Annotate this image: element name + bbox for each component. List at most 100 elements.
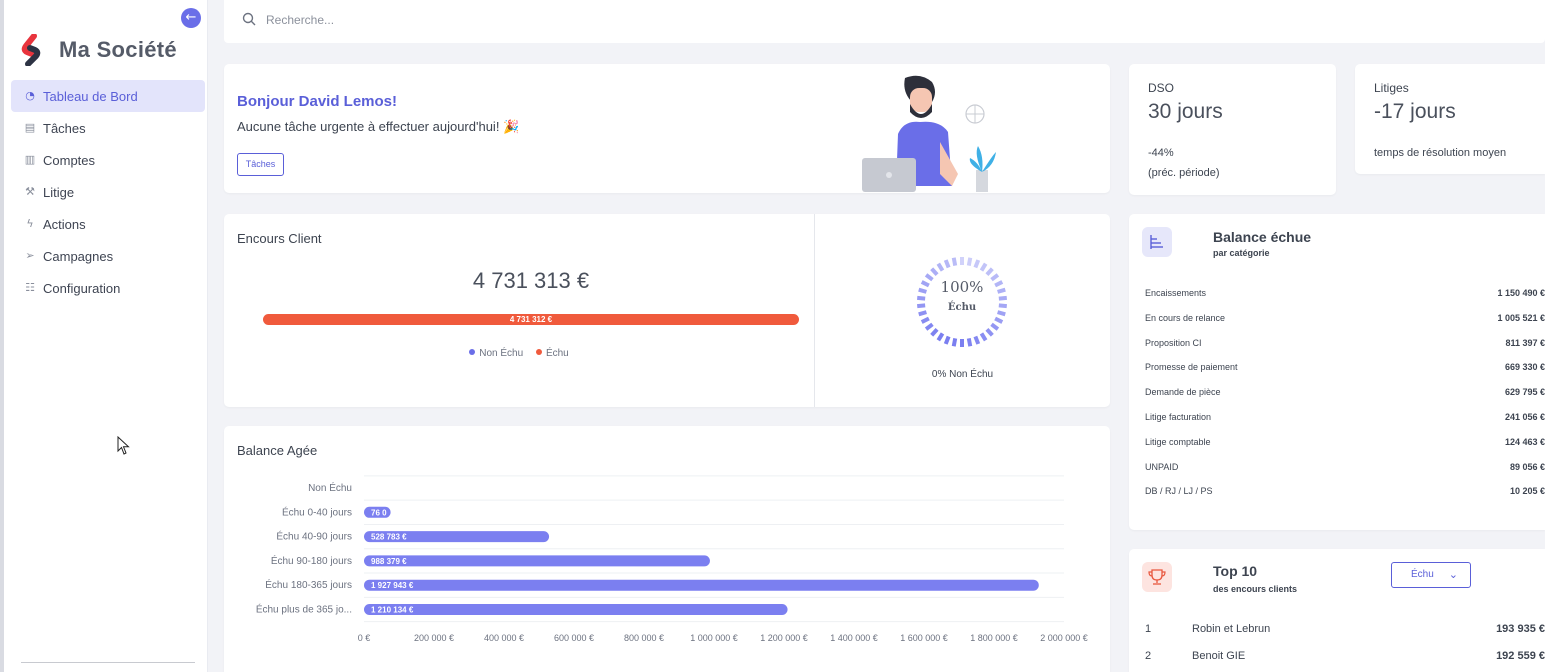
category-row: UNPAID 89 056 €	[1145, 462, 1545, 476]
sidebar-item-tableau-de-bord[interactable]: ◔ Tableau de Bord	[11, 80, 205, 112]
calendar-icon: ▤	[24, 121, 36, 134]
sidebar-item-configuration[interactable]: ☷ Configuration	[11, 272, 205, 304]
amount: 192 559 €	[1496, 650, 1545, 662]
sidebar-item-label: Actions	[43, 216, 86, 232]
category-value: 124 463 €	[1504, 436, 1545, 447]
card-title: Encours Client	[237, 231, 322, 246]
legend-label: Échu	[545, 348, 569, 359]
sidebar: ← Ma Société ◔ Tableau de Bord ▤ Tâches …	[0, 0, 208, 672]
gauge-segment	[951, 257, 958, 266]
gauge-segment	[920, 280, 930, 288]
gauge-segment	[998, 295, 1007, 301]
category-value: 10 205 €	[1509, 486, 1545, 497]
welcome-card: Bonjour David Lemos! Aucune tâche urgent…	[224, 64, 1110, 193]
hammer-icon: ⚒	[25, 185, 35, 198]
gauge-segment	[998, 303, 1007, 309]
kpi-label: DSO	[1148, 81, 1175, 95]
sidebar-item-litige[interactable]: ⚒ Litige	[11, 176, 205, 208]
gauge-segment	[936, 332, 945, 342]
trophy-icon-box	[1142, 562, 1172, 592]
lightning-icon: ϟ	[26, 217, 34, 230]
kpi-change: -44%	[1148, 147, 1174, 159]
category-row: Demande de pièce 629 795 €	[1145, 387, 1545, 401]
gauge-segment	[951, 338, 958, 347]
gauge-segment	[973, 335, 981, 345]
gauge-segment	[930, 267, 939, 277]
sidebar-item-comptes[interactable]: ▥ Comptes	[11, 144, 205, 176]
sidebar-item-taches[interactable]: ▤ Tâches	[11, 112, 205, 144]
sidebar-item-campagnes[interactable]: ➢ Campagnes	[11, 240, 205, 272]
y-category-label: Échu 90-180 jours	[271, 554, 352, 567]
category-row: Promesse de paiement 669 330 €	[1145, 362, 1545, 376]
gauge-segment	[924, 322, 934, 331]
list-tree-icon	[1150, 235, 1163, 249]
gauge-label: Échu	[947, 302, 977, 313]
category-row: DB / RJ / LJ / PS 10 205 €	[1145, 486, 1545, 500]
balance-agee-chart: 0 € 200 000 € 400 000 € 600 000 € 800 000 € 1…	[256, 475, 1088, 643]
gauge-segment	[924, 273, 934, 282]
category-label: UNPAID	[1145, 461, 1179, 472]
legend-dot	[469, 349, 476, 355]
search-icon	[242, 12, 256, 26]
category-label: Encaissements	[1145, 288, 1207, 298]
category-label: Litige facturation	[1145, 412, 1212, 422]
encours-legend: Non Échu Échu	[224, 348, 814, 359]
category-value: 241 056 €	[1504, 412, 1545, 422]
collapse-sidebar-button[interactable]: ←	[181, 8, 201, 28]
y-category-label: Échu 0-40 jours	[282, 505, 352, 518]
gauge-segment	[979, 262, 988, 272]
gauge-segment	[943, 335, 951, 345]
sliders-icon: ☷	[25, 281, 35, 294]
chart-icon: ▥	[24, 153, 36, 166]
gauge-segment	[990, 322, 1000, 331]
bar[interactable]	[364, 579, 1039, 591]
gauge-segment	[985, 267, 994, 277]
card-title: Top 10	[1213, 563, 1258, 579]
y-category-label: Échu 40-90 jours	[276, 530, 352, 543]
send-icon: ➢	[25, 249, 35, 262]
card-title: Balance échue	[1213, 229, 1312, 245]
bar-data-label: 1 927 943 €	[371, 581, 414, 590]
bar[interactable]	[364, 531, 550, 543]
tasks-button[interactable]: Tâches	[237, 153, 284, 176]
echu-gauge	[917, 257, 1007, 347]
filter-select[interactable]: Échu ⌄	[1391, 562, 1471, 588]
kpi-note: (préc. période)	[1148, 167, 1220, 179]
brand-logo-icon	[21, 34, 41, 66]
gauge-segment	[917, 295, 926, 301]
gauge-segment	[917, 303, 926, 309]
kpi-note: temps de résolution moyen	[1374, 147, 1507, 159]
rank: 1	[1145, 623, 1152, 635]
search-input[interactable]	[266, 11, 666, 29]
kpi-litiges-card: Litiges -17 jours temps de résolution mo…	[1355, 64, 1545, 174]
card-divider	[814, 214, 815, 407]
card-subtitle: par catégorie	[1213, 248, 1270, 258]
y-category-label: Échu 180-365 jours	[265, 578, 352, 591]
gauge-segment	[979, 332, 988, 342]
developer-illustration-icon	[862, 75, 996, 192]
arrow-left-icon: ←	[185, 10, 197, 25]
x-tick-label: 600 000 €	[554, 633, 594, 643]
x-tick-label: 800 000 €	[624, 633, 664, 643]
gauge-segment	[966, 257, 973, 266]
x-tick-label: 1 600 000 €	[900, 633, 948, 643]
legend-item-non-echu[interactable]: Non Échu	[469, 348, 523, 359]
bar[interactable]	[364, 604, 788, 615]
x-tick-label: 1 800 000 €	[970, 633, 1018, 643]
bar[interactable]	[364, 555, 710, 567]
x-tick-label: 1 400 000 €	[830, 633, 878, 643]
card-subtitle: des encours clients	[1213, 584, 1298, 594]
chevron-down-icon: ⌄	[1448, 568, 1458, 581]
y-category-label: Non Échu	[308, 481, 352, 494]
sidebar-item-actions[interactable]: ϟ Actions	[11, 208, 205, 240]
filter-select-value: Échu	[1411, 569, 1434, 580]
kpi-label: Litiges	[1374, 81, 1409, 95]
legend-item-echu[interactable]: Échu	[535, 348, 569, 359]
gauge-segment	[994, 316, 1004, 324]
encours-total: 4 731 313 €	[472, 268, 590, 293]
x-tick-label: 2 000 000 €	[1040, 633, 1088, 643]
gauge-segment	[936, 262, 945, 272]
bar[interactable]	[364, 506, 391, 518]
rank: 2	[1145, 650, 1152, 662]
brand[interactable]: Ma Société	[20, 34, 177, 66]
